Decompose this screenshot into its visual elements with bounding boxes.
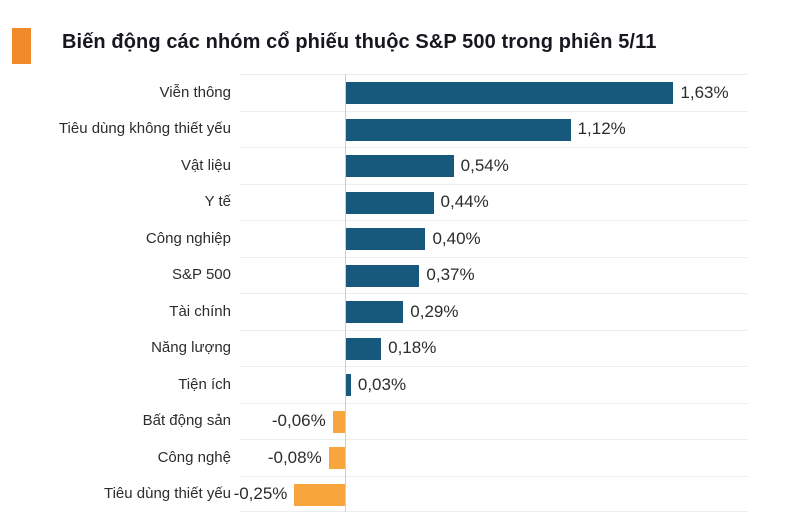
chart-row: Tiêu dùng thiết yếu -0,25% — [0, 475, 790, 513]
bar — [344, 118, 571, 141]
value-label: 1,12% — [577, 119, 626, 139]
chart-header: Biến động các nhóm cổ phiếu thuộc S&P 50… — [0, 0, 790, 74]
row-plot-area: 0,03% — [240, 366, 748, 403]
row-plot-area: 0,44% — [240, 183, 748, 221]
value-label: 1,63% — [680, 82, 729, 102]
title-accent-bar — [12, 28, 31, 64]
bottom-gridline — [240, 511, 748, 512]
category-label: Bất động sản — [142, 412, 231, 430]
value-label: -0,25% — [233, 484, 288, 504]
row-plot-area: 0,37% — [240, 256, 748, 294]
bar — [344, 82, 674, 104]
chart-rows: Viễn thông 1,63% Tiêu dùng không thiết y… — [0, 74, 790, 512]
bar — [344, 374, 351, 396]
chart-row: Vật liệu 0,54% — [0, 147, 790, 184]
value-label: 0,54% — [460, 155, 509, 175]
bar — [344, 264, 420, 287]
category-label: Tài chính — [169, 302, 231, 320]
row-plot-area: 1,63% — [240, 74, 748, 111]
bar — [344, 301, 404, 323]
value-label: 0,40% — [432, 228, 481, 248]
value-label: 0,03% — [357, 374, 407, 394]
chart-row: Năng lượng 0,18% — [0, 329, 790, 367]
bar — [294, 483, 345, 506]
category-label: Vật liệu — [180, 156, 231, 174]
value-label: 0,37% — [426, 265, 475, 285]
bar — [344, 155, 454, 177]
category-label: Viễn thông — [159, 83, 231, 101]
bar — [328, 447, 345, 469]
category-label: Công nghiệp — [145, 229, 231, 247]
row-plot-area: 0,54% — [240, 147, 748, 184]
row-plot-area: -0,06% — [240, 402, 748, 440]
value-label: 0,18% — [388, 338, 437, 358]
chart-row: Tiêu dùng không thiết yếu 1,12% — [0, 110, 790, 148]
chart-row: Viễn thông 1,63% — [0, 74, 790, 111]
chart-row: Bất động sản -0,06% — [0, 402, 790, 440]
category-label: Tiêu dùng không thiết yếu — [58, 120, 231, 138]
bar — [344, 191, 434, 214]
chart-title: Biến động các nhóm cổ phiếu thuộc S&P 50… — [62, 31, 657, 53]
value-label: 0,44% — [440, 192, 489, 212]
category-label: Tiêu dùng thiết yếu — [103, 485, 231, 503]
category-label: Tiện ích — [178, 375, 231, 393]
chart-row: Công nghiệp 0,40% — [0, 220, 790, 257]
chart-row: Công nghệ -0,08% — [0, 439, 790, 476]
row-plot-area: 0,40% — [240, 220, 748, 257]
chart-row: Tài chính 0,29% — [0, 293, 790, 330]
zero-axis-line — [344, 74, 346, 512]
chart-row: S&P 500 0,37% — [0, 256, 790, 294]
value-label: -0,08% — [267, 447, 322, 467]
row-plot-area: 1,12% — [240, 110, 748, 148]
row-plot-area: -0,25% — [234, 475, 748, 513]
row-plot-area: -0,08% — [240, 439, 748, 476]
chart-row: Tiện ích 0,03% — [0, 366, 790, 403]
bar — [344, 337, 382, 360]
chart-row: Y tế 0,44% — [0, 183, 790, 221]
row-plot-area: 0,18% — [240, 329, 748, 367]
category-label: Năng lượng — [151, 339, 231, 357]
row-plot-area: 0,29% — [240, 293, 748, 330]
value-label: -0,06% — [271, 411, 326, 431]
value-label: 0,29% — [410, 301, 459, 321]
bar-chart: Viễn thông 1,63% Tiêu dùng không thiết y… — [0, 74, 790, 512]
category-label: Y tế — [204, 193, 231, 211]
bar — [332, 410, 345, 433]
bar — [344, 228, 426, 250]
category-label: Công nghệ — [157, 448, 231, 466]
category-label: S&P 500 — [172, 266, 231, 284]
